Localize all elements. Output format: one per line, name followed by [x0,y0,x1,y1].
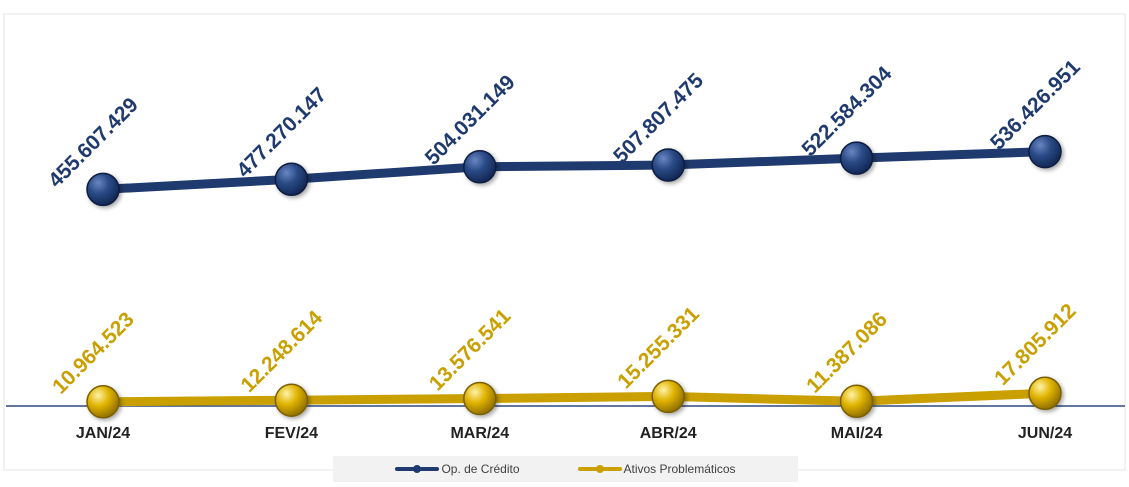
legend-swatch-gold [577,465,622,473]
data-point-op-credito [651,148,685,182]
legend-swatch-blue [395,465,440,473]
legend-label-op-credito: Op. de Crédito [441,462,520,476]
data-point-ativos [839,384,874,419]
series-line-ativos [98,388,1050,407]
series-line-op-credito [98,147,1050,194]
x-tick-label: MAI/24 [831,425,883,442]
data-label-ativos: 15.255.331 [613,302,704,393]
data-label-ativos: 10.964.523 [48,308,139,399]
x-tick-label: JUN/24 [1018,425,1072,442]
data-point-ativos [1028,376,1062,410]
legend-item-ativos: Ativos Problemáticos [577,462,736,476]
data-point-op-credito [463,150,497,184]
data-label-ativos: 12.248.614 [237,306,328,397]
data-label-ativos: 13.576.541 [425,304,516,395]
data-point-ativos [463,381,497,416]
data-point-ativos [274,383,309,417]
x-tick-label: ABR/24 [640,425,697,442]
data-label-ativos: 17.805.912 [990,299,1081,390]
data-point-op-credito [839,141,874,175]
data-point-op-credito [274,162,309,197]
x-tick-label: MAR/24 [450,425,509,442]
legend-item-op-credito: Op. de Crédito [395,462,520,476]
data-point-op-credito [1028,134,1062,169]
data-point-op-credito [86,172,120,207]
x-tick-label: JAN/24 [76,425,130,442]
data-point-ativos [86,385,120,419]
data-label-ativos: 11.387.086 [802,308,892,398]
legend: Op. de Crédito Ativos Problemáticos [333,456,798,482]
legend-label-ativos: Ativos Problemáticos [623,462,736,476]
data-point-ativos [651,379,685,414]
x-tick-label: FEV/24 [265,425,318,442]
